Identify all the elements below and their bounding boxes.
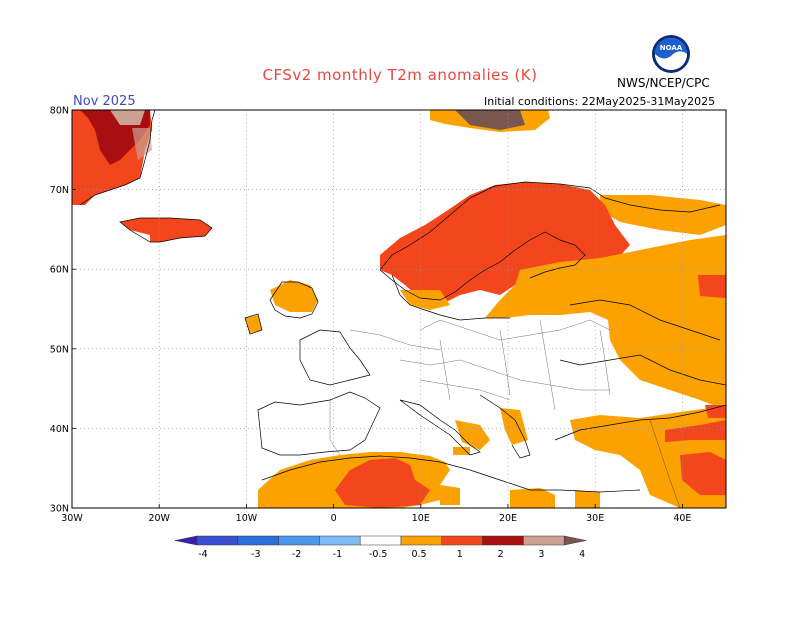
colorbar-label: 1 — [457, 549, 463, 560]
colorbar-swatch — [196, 535, 239, 546]
eastern-europe-anomaly — [485, 235, 726, 410]
lat-tick-label: 30N — [50, 504, 69, 515]
coastlines — [79, 110, 726, 493]
colorbar-swatch — [400, 535, 443, 546]
colorbar-swatch — [237, 535, 279, 546]
scandinavia-anomaly — [380, 182, 630, 305]
iceland-anomaly — [120, 218, 212, 242]
anomaly-fills — [72, 110, 726, 508]
colorbar-label: -3 — [251, 549, 260, 560]
map-title: CFSv2 monthly T2m anomalies (K) — [262, 66, 538, 84]
lat-tick-label: 80N — [50, 106, 69, 117]
lon-tick-label: 20W — [148, 513, 170, 524]
lon-tick-label: 30W — [61, 513, 83, 524]
colorbar-swatch — [319, 535, 361, 546]
map-frame — [71, 109, 727, 509]
lon-tick-label: 30E — [586, 513, 604, 524]
gridlines — [72, 110, 726, 508]
lat-tick-label: 60N — [50, 265, 69, 276]
colorbar-label: -2 — [292, 549, 301, 560]
axis-ticks: 30W 20W 10W 0 10E 20E 30E 40E 80N 70N 60N 50N 40N 30N — [50, 106, 692, 525]
initial-conditions-label: Initial conditions: 22May2025-31May2025 — [484, 95, 716, 108]
colorbar-swatch — [523, 535, 565, 546]
colorbar-swatch — [359, 535, 402, 546]
lon-tick-label: 0 — [331, 513, 337, 524]
colorbar-label: 2 — [498, 549, 504, 560]
month-label: Nov 2025 — [73, 94, 136, 109]
colorbar-swatch — [482, 535, 524, 546]
lat-tick-label: 50N — [50, 344, 69, 355]
colorbar-label: 3 — [538, 549, 544, 560]
lat-tick-label: 70N — [50, 185, 69, 196]
noaa-logo-icon: NOAA — [651, 34, 691, 74]
lat-tick-label: 40N — [50, 424, 69, 435]
uk-anomaly — [270, 280, 318, 312]
colorbar-swatch — [441, 535, 483, 546]
lon-tick-label: 10E — [412, 513, 430, 524]
colorbar-label: -0.5 — [369, 549, 388, 560]
colorbar-label: -1 — [333, 549, 342, 560]
svg-text:NOAA: NOAA — [660, 44, 683, 52]
colorbar-swatch — [278, 535, 320, 546]
colorbar-arrow-right — [563, 535, 587, 546]
colorbar: -4 -3 -2 -1 -0.5 0.5 1 2 3 4 — [174, 535, 587, 560]
lon-tick-label: 40E — [673, 513, 691, 524]
colorbar-label: 4 — [579, 549, 585, 560]
lon-tick-label: 20E — [499, 513, 517, 524]
lon-tick-label: 10W — [236, 513, 258, 524]
borders — [329, 319, 681, 508]
colorbar-label: 0.5 — [411, 549, 426, 560]
colorbar-label: -4 — [198, 549, 207, 560]
org-label: NWS/NCEP/CPC — [617, 76, 710, 90]
colorbar-arrow-left — [174, 535, 198, 546]
